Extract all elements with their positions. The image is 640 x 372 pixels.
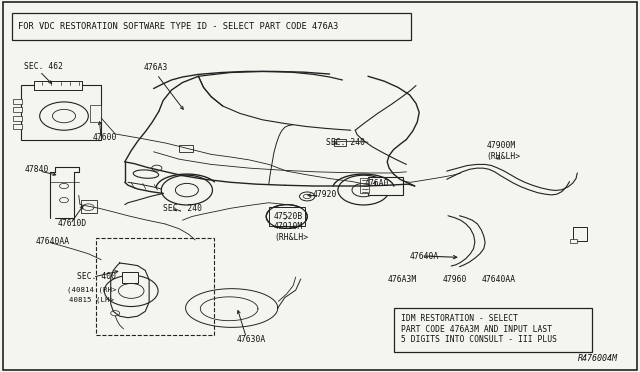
Bar — [122, 272, 138, 283]
Bar — [13, 124, 22, 129]
Bar — [269, 207, 305, 226]
FancyBboxPatch shape — [12, 13, 411, 40]
Text: 47640AA: 47640AA — [481, 275, 515, 284]
Text: SEC. 240: SEC. 240 — [326, 138, 365, 147]
Text: 476A3M: 476A3M — [387, 275, 417, 284]
Text: IDM RESTORATION - SELECT
PART CODE 476A3M AND INPUT LAST
5 DIGITS INTO CONSULT -: IDM RESTORATION - SELECT PART CODE 476A3… — [401, 314, 557, 344]
Text: 47640A: 47640A — [410, 252, 439, 261]
Text: 47630A: 47630A — [237, 335, 266, 344]
Text: 47610D: 47610D — [58, 219, 87, 228]
Bar — [13, 116, 22, 121]
Bar — [13, 99, 22, 104]
Text: (RH&LH>: (RH&LH> — [486, 153, 520, 161]
Bar — [13, 107, 22, 112]
Text: SEC. 400: SEC. 400 — [77, 272, 116, 280]
Text: SEC. 240: SEC. 240 — [163, 204, 202, 213]
Bar — [368, 177, 403, 195]
Text: 47600: 47600 — [93, 133, 117, 142]
Text: 476A3: 476A3 — [144, 63, 168, 72]
Bar — [21, 85, 101, 140]
Bar — [90, 105, 101, 122]
Text: 47900M: 47900M — [486, 141, 516, 150]
Text: (40814 (RH>: (40814 (RH> — [67, 287, 116, 294]
Bar — [96, 238, 214, 335]
Text: (RH&LH>: (RH&LH> — [274, 233, 308, 242]
Text: 47920: 47920 — [312, 190, 337, 199]
Bar — [570, 239, 577, 243]
Text: FOR VDC RESTORATION SOFTWARE TYPE ID - SELECT PART CODE 476A3: FOR VDC RESTORATION SOFTWARE TYPE ID - S… — [18, 22, 338, 31]
Text: SEC. 462: SEC. 462 — [24, 62, 63, 71]
Text: 47840: 47840 — [24, 165, 49, 174]
Text: 47960: 47960 — [443, 275, 467, 284]
Text: R476004M: R476004M — [578, 354, 618, 363]
Bar — [360, 178, 369, 193]
Text: 476A0: 476A0 — [365, 179, 389, 187]
Bar — [179, 145, 193, 152]
FancyBboxPatch shape — [394, 308, 592, 352]
Text: 40815 (LH>: 40815 (LH> — [69, 297, 114, 304]
Text: 47910M: 47910M — [274, 222, 303, 231]
Text: 47520B: 47520B — [274, 212, 303, 221]
Bar — [573, 227, 587, 241]
Text: 47640AA: 47640AA — [35, 237, 69, 246]
Bar — [334, 139, 346, 146]
Bar — [81, 200, 97, 213]
Bar — [34, 81, 82, 90]
